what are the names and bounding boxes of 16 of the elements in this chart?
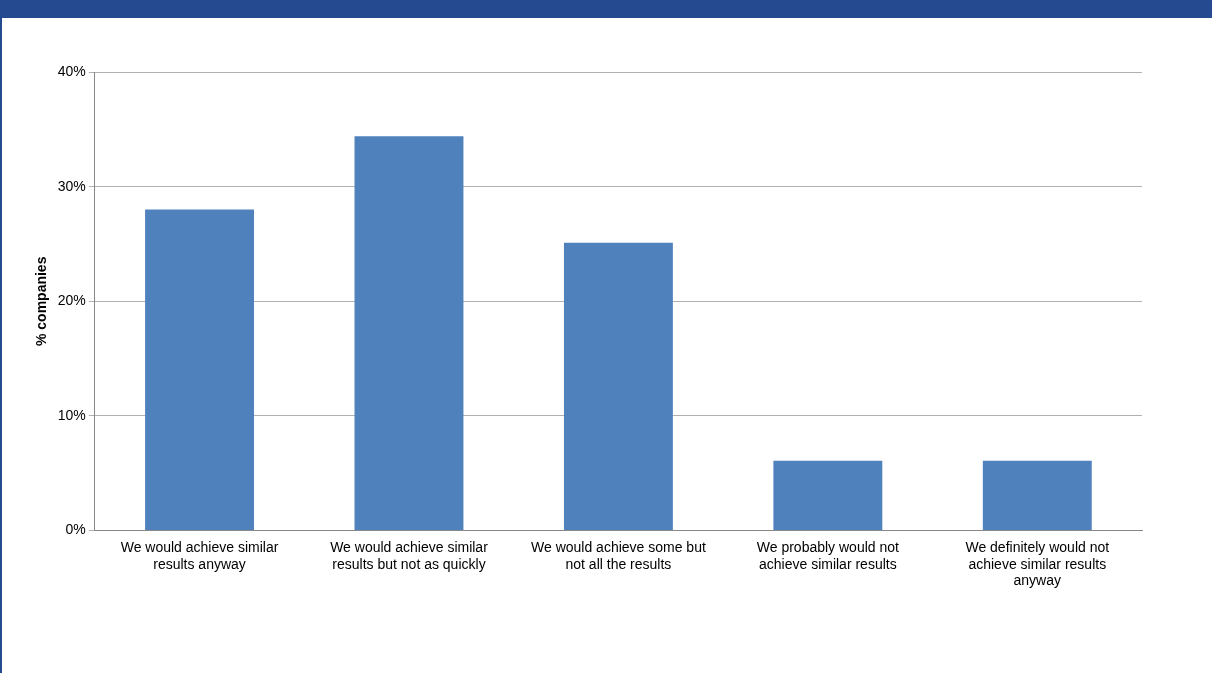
bar — [982, 460, 1092, 531]
bar — [563, 242, 673, 531]
bar — [145, 209, 254, 531]
bar — [773, 460, 883, 531]
y-tick-label: 40% — [57, 62, 86, 79]
x-tick-label: We would achieve similar results anyway — [120, 538, 279, 572]
x-tick-label: We would achieve similar results but not as quickly — [330, 538, 489, 572]
y-tick-label: 20% — [57, 292, 86, 309]
x-tick-label: We probably would not achieve similar results — [756, 538, 900, 572]
y-tick-label: 10% — [57, 406, 86, 423]
y-tick-label: 0% — [65, 521, 86, 538]
y-tick-label: 30% — [57, 177, 86, 194]
y-axis-title: % companies — [33, 256, 50, 347]
bar — [354, 136, 464, 531]
x-tick-label: We definitely would not achieve similar results anyway — [965, 538, 1110, 589]
x-tick-label: We would achieve some but not all the results — [530, 538, 706, 572]
